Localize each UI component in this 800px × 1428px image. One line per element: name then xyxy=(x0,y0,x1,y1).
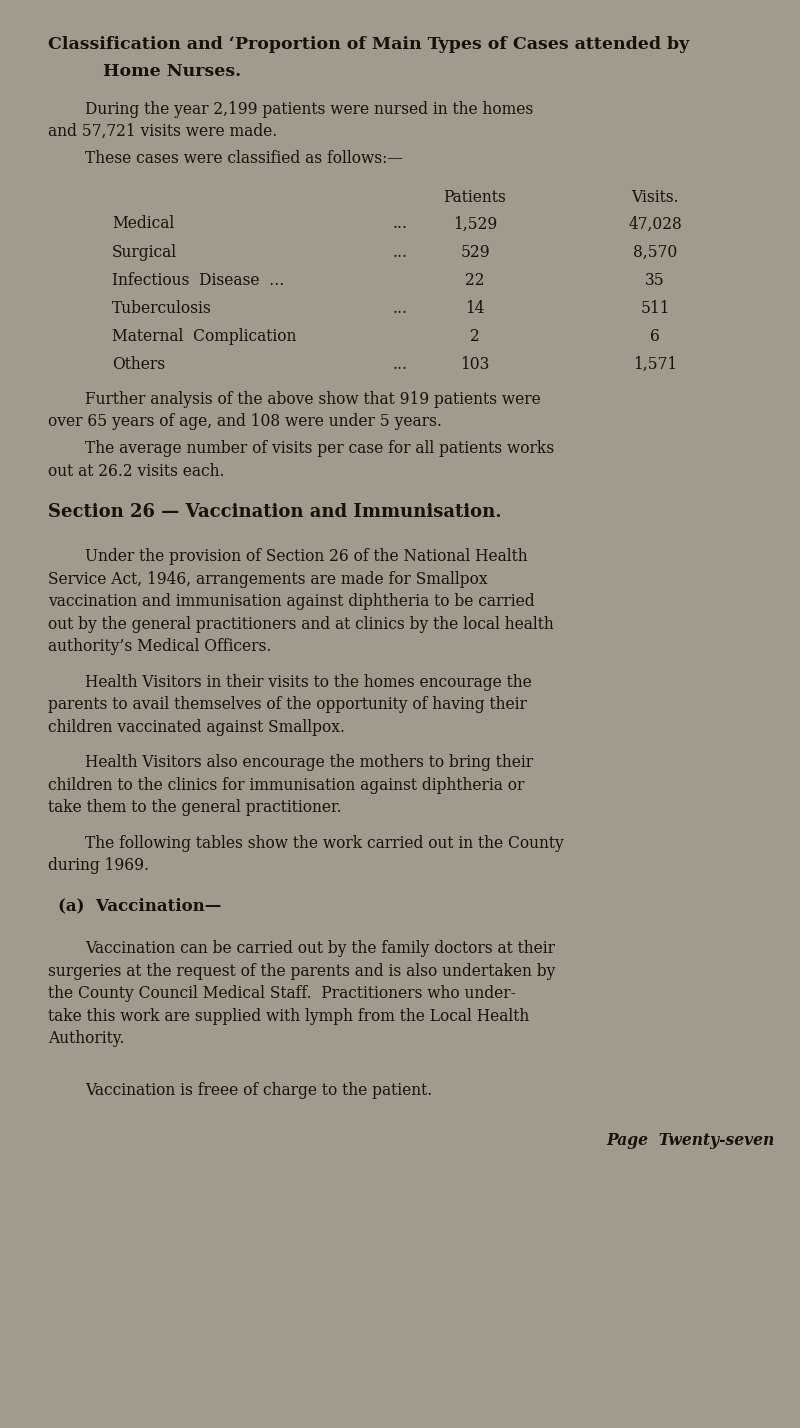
Text: ...: ... xyxy=(393,216,407,233)
Text: Vaccination can be carried out by the family doctors at their: Vaccination can be carried out by the fa… xyxy=(85,941,555,958)
Text: During the year 2,199 patients were nursed in the homes: During the year 2,199 patients were nurs… xyxy=(85,101,534,117)
Text: ...: ... xyxy=(393,244,407,261)
Text: take them to the general practitioner.: take them to the general practitioner. xyxy=(48,800,342,817)
Text: Others: Others xyxy=(112,356,165,373)
Text: ...: ... xyxy=(393,300,407,317)
Text: out by the general practitioners and at clinics by the local health: out by the general practitioners and at … xyxy=(48,615,554,633)
Text: Tuberculosis: Tuberculosis xyxy=(112,300,212,317)
Text: Surgical: Surgical xyxy=(112,244,177,261)
Text: 14: 14 xyxy=(466,300,485,317)
Text: Further analysis of the above show that 919 patients were: Further analysis of the above show that … xyxy=(85,391,541,408)
Text: parents to avail themselves of the opportunity of having their: parents to avail themselves of the oppor… xyxy=(48,697,527,713)
Text: authority’s Medical Officers.: authority’s Medical Officers. xyxy=(48,638,271,655)
Text: The average number of visits per case for all patients works: The average number of visits per case fo… xyxy=(85,440,554,457)
Text: Health Visitors also encourage the mothers to bring their: Health Visitors also encourage the mothe… xyxy=(85,754,533,771)
Text: 103: 103 xyxy=(460,356,490,373)
Text: 529: 529 xyxy=(460,244,490,261)
Text: Under the provision of Section 26 of the National Health: Under the provision of Section 26 of the… xyxy=(85,548,528,565)
Text: Maternal  Complication: Maternal Complication xyxy=(112,328,296,346)
Text: 22: 22 xyxy=(466,271,485,288)
Text: Health Visitors in their visits to the homes encourage the: Health Visitors in their visits to the h… xyxy=(85,674,532,691)
Text: take this work are supplied with lymph from the Local Health: take this work are supplied with lymph f… xyxy=(48,1008,530,1025)
Text: These cases were classified as follows:—: These cases were classified as follows:— xyxy=(85,150,402,167)
Text: Infectious  Disease  ...: Infectious Disease ... xyxy=(112,271,284,288)
Text: The following tables show the work carried out in the County: The following tables show the work carri… xyxy=(85,835,564,851)
Text: 35: 35 xyxy=(645,271,665,288)
Text: children to the clinics for immunisation against diphtheria or: children to the clinics for immunisation… xyxy=(48,777,524,794)
Text: 2: 2 xyxy=(470,328,480,346)
Text: Visits.: Visits. xyxy=(631,188,679,206)
Text: Authority.: Authority. xyxy=(48,1031,125,1048)
Text: Service Act, 1946, arrangements are made for Smallpox: Service Act, 1946, arrangements are made… xyxy=(48,571,488,588)
Text: over 65 years of age, and 108 were under 5 years.: over 65 years of age, and 108 were under… xyxy=(48,413,442,430)
Text: Patients: Patients xyxy=(444,188,506,206)
Text: Vaccination is freee of charge to the patient.: Vaccination is freee of charge to the pa… xyxy=(85,1082,432,1100)
Text: out at 26.2 visits each.: out at 26.2 visits each. xyxy=(48,463,225,480)
Text: during 1969.: during 1969. xyxy=(48,857,149,874)
Text: surgeries at the request of the parents and is also undertaken by: surgeries at the request of the parents … xyxy=(48,962,555,980)
Text: ...: ... xyxy=(393,356,407,373)
Text: Page  Twenty-seven: Page Twenty-seven xyxy=(606,1132,775,1148)
Text: 511: 511 xyxy=(640,300,670,317)
Text: Home Nurses.: Home Nurses. xyxy=(103,63,241,80)
Text: and 57,721 visits were made.: and 57,721 visits were made. xyxy=(48,123,278,140)
Text: 1,571: 1,571 xyxy=(633,356,677,373)
Text: 8,570: 8,570 xyxy=(633,244,677,261)
Text: the County Council Medical Staff.  Practitioners who under-: the County Council Medical Staff. Practi… xyxy=(48,985,516,1002)
Text: Section 26 — Vaccination and Immunisation.: Section 26 — Vaccination and Immunisatio… xyxy=(48,503,502,521)
Text: (a)  Vaccination—: (a) Vaccination— xyxy=(58,898,222,915)
Text: Classification and ‘Proportion of Main Types of Cases attended by: Classification and ‘Proportion of Main T… xyxy=(48,36,690,53)
Text: vaccination and immunisation against diphtheria to be carried: vaccination and immunisation against dip… xyxy=(48,593,534,610)
Text: 1,529: 1,529 xyxy=(453,216,497,233)
Text: children vaccinated against Smallpox.: children vaccinated against Smallpox. xyxy=(48,718,345,735)
Text: 47,028: 47,028 xyxy=(628,216,682,233)
Text: Medical: Medical xyxy=(112,216,174,233)
Text: 6: 6 xyxy=(650,328,660,346)
